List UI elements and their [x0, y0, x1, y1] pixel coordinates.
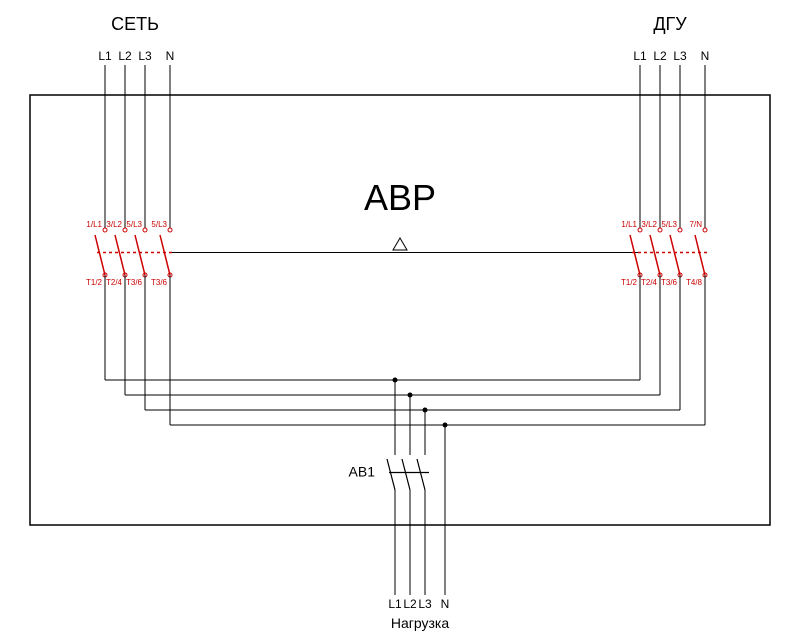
svg-text:T3/6: T3/6	[661, 278, 678, 287]
svg-text:N: N	[166, 49, 175, 63]
svg-text:L2: L2	[118, 49, 132, 63]
svg-text:L1: L1	[98, 49, 112, 63]
svg-text:T4/8: T4/8	[686, 278, 703, 287]
svg-text:L3: L3	[138, 49, 152, 63]
svg-text:5/L3: 5/L3	[126, 220, 142, 229]
svg-text:1/L1: 1/L1	[86, 220, 102, 229]
svg-text:T2/4: T2/4	[106, 278, 123, 287]
svg-text:СЕТЬ: СЕТЬ	[111, 14, 159, 34]
svg-text:3/L2: 3/L2	[641, 220, 657, 229]
svg-text:7/N: 7/N	[690, 220, 703, 229]
triangle-symbol	[393, 238, 407, 250]
svg-text:5/L3: 5/L3	[151, 220, 167, 229]
svg-text:Нагрузка: Нагрузка	[391, 615, 449, 631]
svg-text:АВР: АВР	[364, 177, 436, 218]
svg-text:5/L3: 5/L3	[661, 220, 677, 229]
svg-text:L2: L2	[403, 597, 417, 611]
svg-text:T1/2: T1/2	[86, 278, 103, 287]
svg-text:1/L1: 1/L1	[621, 220, 637, 229]
svg-text:ДГУ: ДГУ	[653, 14, 687, 34]
svg-text:N: N	[701, 49, 710, 63]
svg-text:АВ1: АВ1	[349, 464, 376, 480]
svg-text:L1: L1	[633, 49, 647, 63]
svg-text:L2: L2	[653, 49, 667, 63]
svg-text:L3: L3	[418, 597, 432, 611]
svg-text:T3/6: T3/6	[151, 278, 168, 287]
svg-text:3/L2: 3/L2	[106, 220, 122, 229]
svg-text:L3: L3	[673, 49, 687, 63]
svg-text:T3/6: T3/6	[126, 278, 143, 287]
svg-text:T2/4: T2/4	[641, 278, 658, 287]
svg-text:L1: L1	[388, 597, 402, 611]
svg-text:T1/2: T1/2	[621, 278, 638, 287]
avr-enclosure	[30, 95, 770, 525]
svg-text:N: N	[441, 597, 450, 611]
